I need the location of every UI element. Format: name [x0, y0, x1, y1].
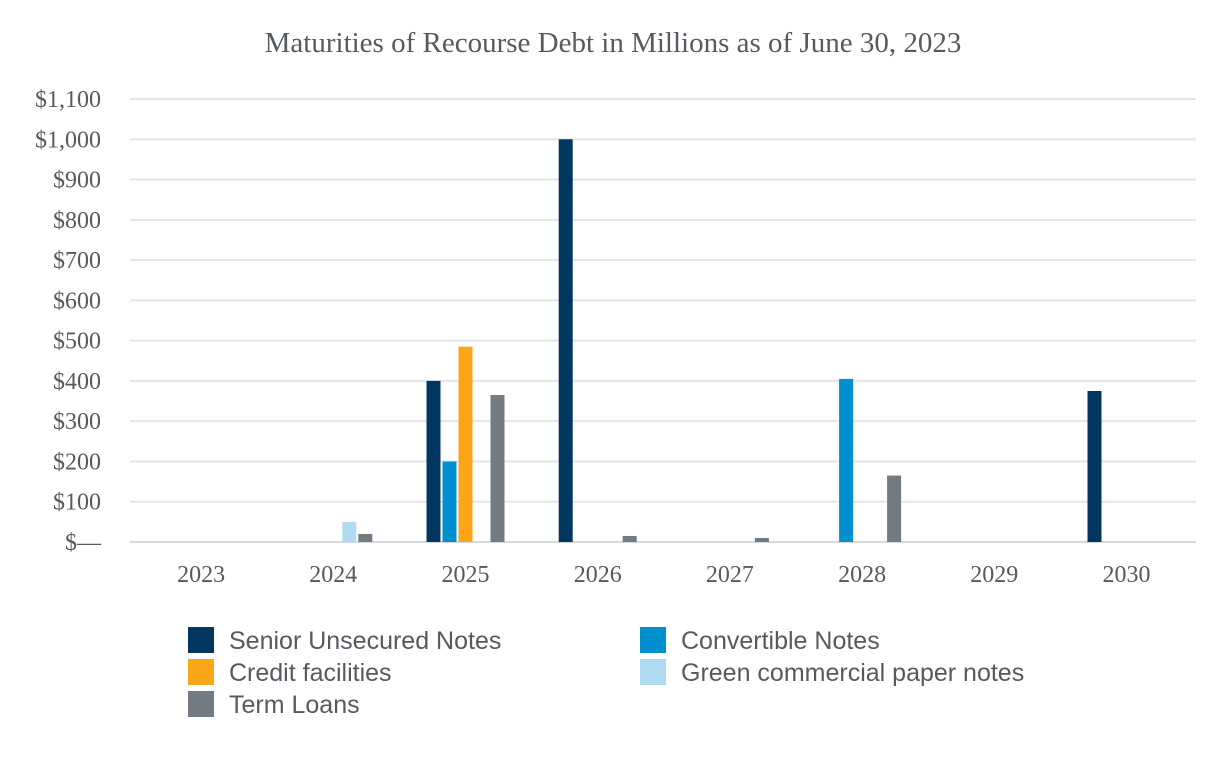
y-tick-label: $200 — [53, 449, 101, 475]
legend-swatch — [640, 627, 666, 653]
legend-item: Senior Unsecured Notes — [188, 627, 501, 655]
x-tick-label: 2028 — [838, 562, 886, 588]
y-tick-label: $600 — [53, 288, 101, 314]
legend-item: Term Loans — [188, 691, 360, 719]
x-tick-label: 2026 — [574, 562, 622, 588]
x-axis-ticks: 2023 2024 2025 2026 2027 2028 2029 2030 — [177, 562, 1150, 588]
x-tick-label: 2027 — [706, 562, 754, 588]
bar — [426, 380, 441, 542]
y-axis-ticks: $— $100 $200 $300 $400 $500 $600 $700 $800 $900 $1… — [35, 87, 102, 556]
legend-item: Green commercial paper notes — [640, 659, 1024, 687]
bar — [342, 521, 357, 542]
chart-title: Maturities of Recourse Debt in Millions … — [265, 27, 962, 59]
y-tick-label: $700 — [53, 248, 101, 274]
y-tick-label: $300 — [53, 409, 101, 435]
gridlines — [130, 98, 1196, 543]
legend-swatch — [188, 627, 214, 653]
legend-label: Convertible Notes — [681, 627, 880, 655]
bar — [558, 139, 573, 543]
bar — [1087, 390, 1102, 542]
bar — [490, 395, 505, 542]
bar — [839, 378, 854, 542]
legend-item: Convertible Notes — [640, 627, 880, 655]
x-tick-label: 2030 — [1103, 562, 1151, 588]
y-tick-label: $800 — [53, 208, 101, 234]
bar — [754, 537, 769, 542]
bar — [622, 535, 637, 542]
legend: Senior Unsecured Notes Convertible Notes C… — [188, 627, 1024, 719]
bar — [358, 533, 373, 542]
bar — [887, 475, 902, 542]
bar — [458, 346, 473, 542]
y-tick-label: $1,100 — [35, 87, 101, 113]
x-tick-label: 2025 — [442, 562, 490, 588]
legend-swatch — [188, 691, 214, 717]
legend-label: Credit facilities — [229, 659, 392, 687]
legend-item: Credit facilities — [188, 659, 392, 687]
legend-label: Green commercial paper notes — [681, 659, 1024, 687]
x-tick-label: 2023 — [177, 562, 225, 588]
y-tick-label: $1,000 — [35, 127, 101, 153]
bars — [342, 139, 1102, 543]
y-tick-label: $— — [65, 530, 102, 556]
x-tick-label: 2024 — [309, 562, 357, 588]
x-tick-label: 2029 — [970, 562, 1018, 588]
legend-label: Term Loans — [229, 691, 360, 719]
y-tick-label: $900 — [53, 168, 101, 194]
bar — [442, 461, 457, 542]
y-tick-label: $100 — [53, 490, 101, 516]
y-tick-label: $500 — [53, 329, 101, 355]
legend-swatch — [640, 659, 666, 685]
legend-swatch — [188, 659, 214, 685]
y-tick-label: $400 — [53, 369, 101, 395]
legend-label: Senior Unsecured Notes — [229, 627, 501, 655]
